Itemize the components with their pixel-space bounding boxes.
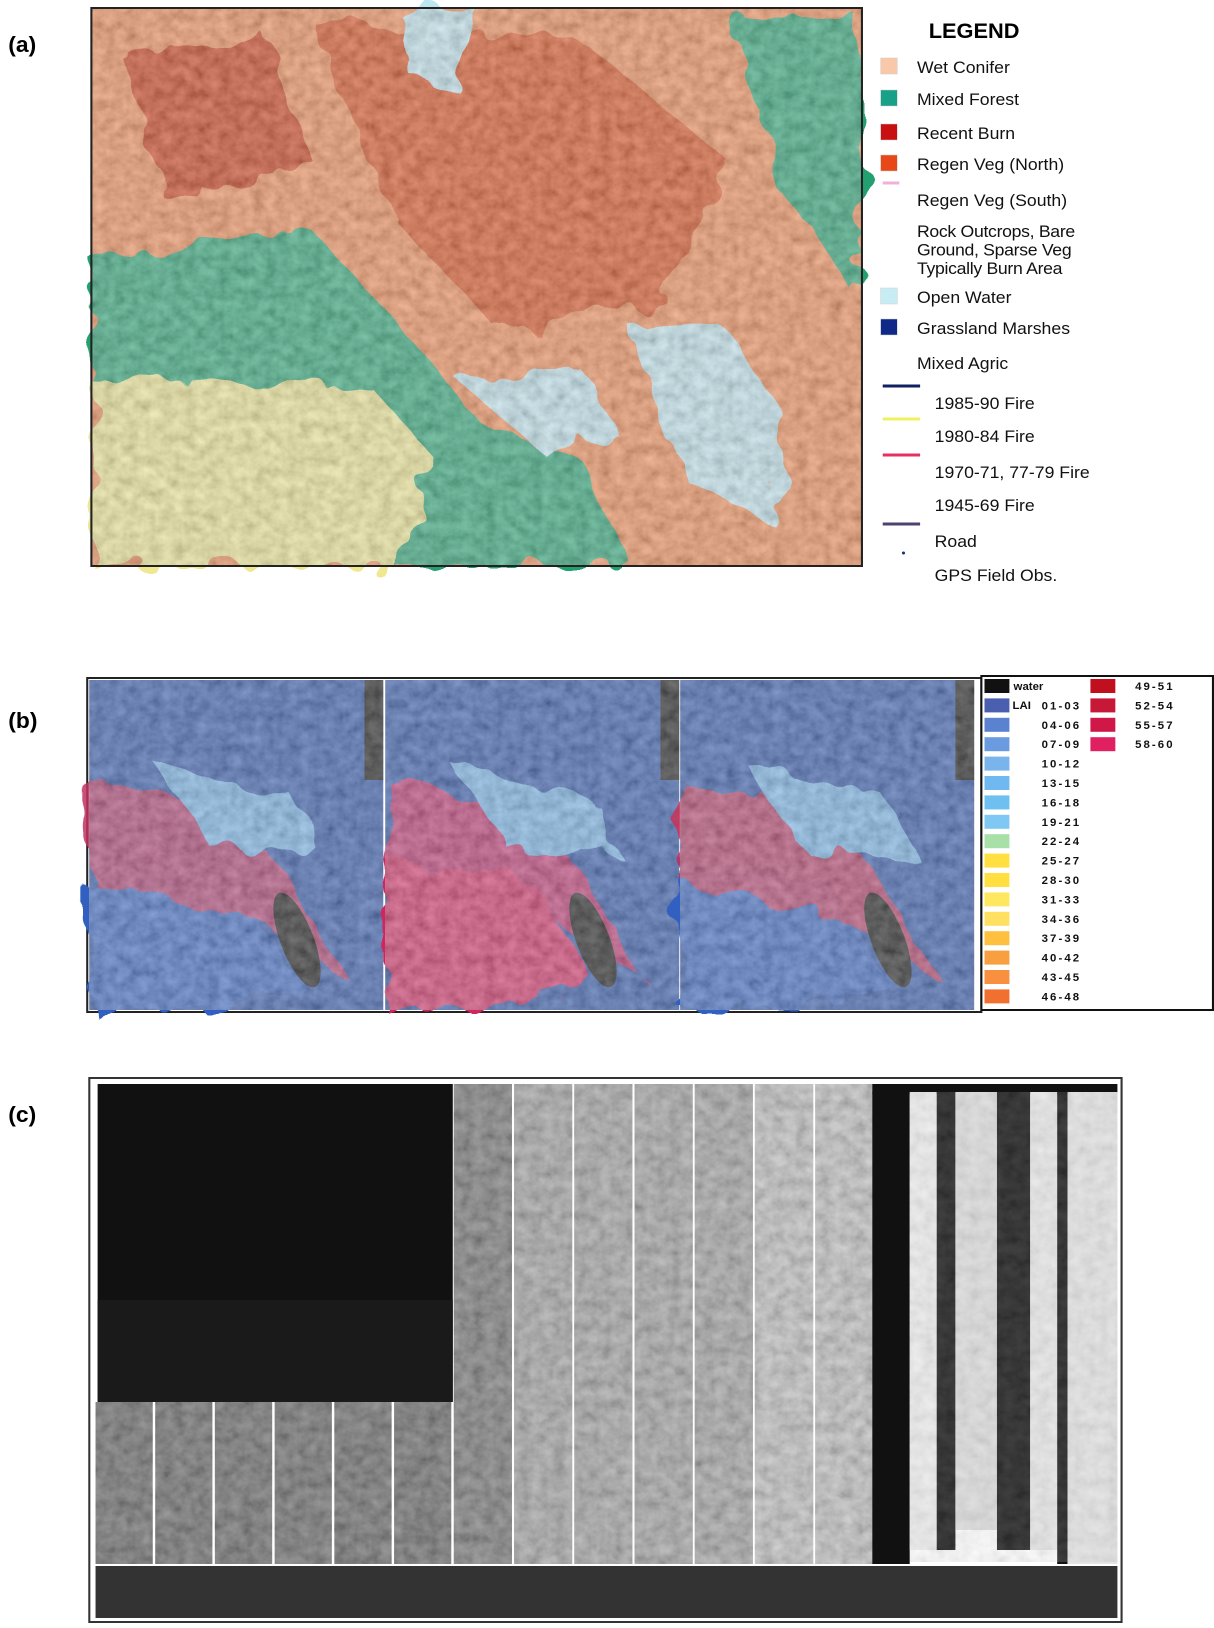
legend-swatch	[881, 90, 898, 106]
legend-swatch	[984, 970, 1009, 984]
legend-swatch	[984, 776, 1009, 790]
legend-swatch	[902, 552, 905, 555]
texture	[155, 1402, 212, 1564]
legend-swatch	[984, 912, 1009, 926]
legend-label: GPS Field Obs.	[935, 565, 1058, 585]
texture	[695, 1084, 753, 1564]
legend-label: 52-54	[1135, 701, 1175, 713]
texture	[454, 1084, 512, 1564]
lai-maps	[87, 678, 981, 1012]
legend-label: Recent Burn	[917, 123, 1015, 143]
legend-swatch	[1090, 698, 1115, 712]
texture	[96, 1402, 153, 1564]
legend-label: 1980-84 Fire	[935, 426, 1035, 446]
legend-label: 1985-90 Fire	[935, 393, 1035, 413]
texture	[89, 680, 383, 1010]
legend-swatch	[984, 698, 1009, 712]
legend-label: Grassland Marshes	[917, 318, 1070, 338]
legend-swatch	[984, 854, 1009, 868]
legend-label: Rock Outcrops, Bare	[917, 221, 1075, 241]
legend-label: Typically Burn Area	[917, 258, 1063, 278]
legend-swatch	[881, 288, 898, 304]
texture	[910, 1092, 1118, 1562]
legend-label: water	[1013, 681, 1044, 693]
legend-label: Mixed Forest	[917, 89, 1019, 109]
legend-label: 01-03	[1042, 701, 1082, 713]
figure: (a) (b) (c) LEGEND Wet Conifer Mixed Fore…	[0, 0, 1214, 1628]
legend-swatch	[984, 931, 1009, 945]
legend-label: 28-30	[1042, 875, 1082, 887]
legend-swatch	[1090, 737, 1115, 751]
texture	[334, 1402, 391, 1564]
texture	[755, 1084, 813, 1564]
panel-label: (b)	[8, 708, 37, 733]
legend-swatch	[1090, 718, 1115, 732]
legend-swatch	[984, 873, 1009, 887]
legend-swatch	[984, 834, 1009, 848]
legend-label: 43-45	[1042, 972, 1082, 984]
image-strip	[872, 1092, 909, 1564]
legend-label: 04-06	[1042, 720, 1082, 732]
legend-label: Mixed Agric	[917, 353, 1009, 373]
texture	[635, 1084, 693, 1564]
legend-label: Wet Conifer	[917, 57, 1010, 77]
legend-swatch	[1090, 679, 1115, 693]
legend-label: 58-60	[1135, 739, 1175, 751]
legend-label: 1970-71, 77-79 Fire	[935, 462, 1090, 482]
legend-label: 25-27	[1042, 856, 1082, 868]
legend-label: Regen Veg (North)	[917, 154, 1064, 174]
legend-label: 40-42	[1042, 953, 1082, 965]
legend-title: LEGEND	[929, 19, 1020, 43]
panel-label: (a)	[8, 32, 36, 57]
legend-label: 07-09	[1042, 739, 1082, 751]
legend-swatch	[984, 892, 1009, 906]
legend-label: Open Water	[917, 287, 1012, 307]
legend-label: 10-12	[1042, 759, 1082, 771]
legend-swatch	[881, 58, 898, 74]
texture	[215, 1402, 272, 1564]
legend-swatch	[984, 795, 1009, 809]
legend-label: LAI	[1013, 700, 1031, 712]
legend-swatch	[984, 951, 1009, 965]
legend-swatch	[881, 319, 898, 335]
legend-label: 22-24	[1042, 836, 1082, 848]
legend-label: 13-15	[1042, 778, 1082, 790]
legend-swatch	[984, 815, 1009, 829]
legend-swatch	[984, 989, 1009, 1003]
legend-swatch	[881, 124, 898, 140]
texture	[275, 1402, 332, 1564]
legend-label: 1945-69 Fire	[935, 495, 1035, 515]
legend-label: Ground, Sparse Veg	[917, 240, 1071, 260]
legend-swatch	[984, 718, 1009, 732]
texture	[514, 1084, 572, 1564]
footer-band	[96, 1566, 1118, 1618]
texture	[815, 1084, 873, 1564]
legend-label: 31-33	[1042, 895, 1082, 907]
image-strips	[89, 1078, 1121, 1622]
legend-label: Regen Veg (South)	[917, 190, 1067, 210]
land-cover-map	[91, 8, 862, 566]
legend-swatch	[984, 679, 1009, 693]
legend-label: 34-36	[1042, 914, 1082, 926]
texture	[574, 1084, 632, 1564]
legend-label: 16-18	[1042, 798, 1082, 810]
legend-label: 49-51	[1135, 681, 1175, 693]
legend-swatch	[984, 737, 1009, 751]
legend-label: Road	[935, 531, 977, 551]
legend-label: 55-57	[1135, 720, 1175, 732]
texture	[385, 680, 679, 1010]
legend-label: 37-39	[1042, 933, 1082, 945]
legend-swatch	[881, 155, 898, 171]
texture	[394, 1402, 451, 1564]
legend: Wet Conifer Mixed Forest Recent Burn Regen …	[881, 57, 1090, 585]
panel-label: (c)	[8, 1102, 36, 1127]
legend-swatch	[984, 757, 1009, 771]
texture	[680, 680, 974, 1010]
legend-label: 19-21	[1042, 817, 1082, 829]
legend-label: 46-48	[1042, 992, 1082, 1004]
